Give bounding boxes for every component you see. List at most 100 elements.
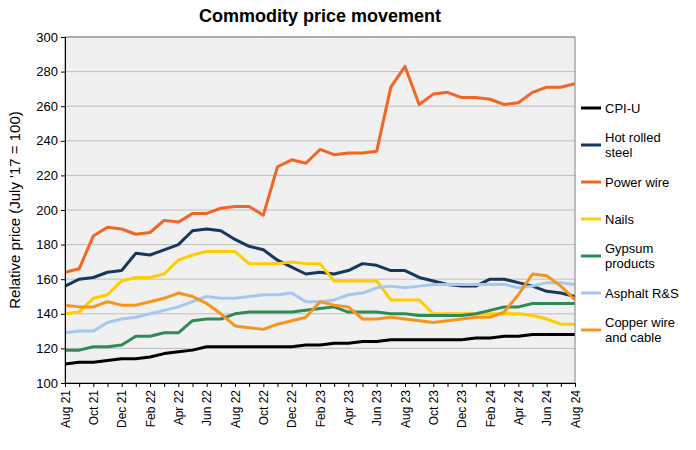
x-tick-mark [448, 383, 449, 387]
chart: 100120140160180200220240260280300Aug 21O… [0, 0, 696, 450]
legend-item: CPI-U [581, 101, 640, 116]
grid [65, 37, 575, 383]
series-line [65, 274, 575, 329]
x-tick-mark [207, 383, 208, 387]
x-tick-mark [561, 383, 562, 387]
legend-item: Gypsumproducts [581, 241, 655, 271]
y-tick: 140 [36, 306, 65, 321]
x-tick-mark [419, 383, 420, 387]
y-axis: 100120140160180200220240260280300 [36, 30, 65, 391]
y-tick: 200 [36, 203, 65, 218]
legend-swatch [581, 181, 601, 184]
x-tick [533, 383, 534, 387]
x-tick-label: Apr 22 [172, 390, 186, 426]
y-tick-mark [61, 37, 65, 38]
x-tick [476, 383, 477, 387]
legend-label: Power wire [605, 175, 669, 190]
x-tick-mark [278, 383, 279, 387]
x-tick [306, 383, 307, 387]
x-tick-mark [122, 383, 123, 387]
y-tick-mark [61, 348, 65, 349]
y-tick-mark [61, 175, 65, 176]
series-line [65, 335, 575, 364]
x-tick-mark [405, 383, 406, 387]
x-tick: Dec 23 [455, 383, 469, 428]
series-line [65, 283, 575, 333]
y-tick-label: 100 [36, 376, 58, 391]
grid-line [65, 175, 575, 176]
x-tick-mark [547, 383, 548, 387]
y-tick-label: 120 [36, 341, 58, 356]
y-tick: 100 [36, 376, 65, 391]
x-tick-mark [391, 383, 392, 387]
x-tick-mark [363, 383, 364, 387]
x-tick-label: Jun 23 [370, 390, 384, 426]
y-tick-label: 160 [36, 272, 58, 287]
grid-line [65, 244, 575, 245]
x-tick-mark [221, 383, 222, 387]
legend-label: Gypsumproducts [605, 241, 655, 271]
y-tick-label: 240 [36, 133, 58, 148]
y-tick: 220 [36, 168, 65, 183]
x-tick-mark [490, 383, 491, 387]
x-tick: Jun 22 [200, 383, 214, 426]
x-tick: Aug 24 [569, 383, 583, 428]
x-tick [391, 383, 392, 387]
x-tick-mark [108, 383, 109, 387]
y-tick: 300 [36, 30, 65, 45]
x-tick-mark [504, 383, 505, 387]
legend-swatch [581, 329, 601, 332]
x-tick-label: Apr 23 [342, 390, 356, 426]
x-tick-label: Jun 22 [200, 390, 214, 426]
legend-item: Copper wireand cable [581, 315, 675, 345]
x-tick [561, 383, 562, 387]
y-tick-mark [61, 279, 65, 280]
legend-label: Nails [605, 212, 634, 227]
x-tick-label: Feb 23 [314, 390, 328, 428]
legend-label: Asphalt R&S [605, 286, 679, 301]
x-tick-label: Apr 24 [512, 390, 526, 426]
legend-swatch [581, 107, 601, 110]
grid-line [65, 71, 575, 72]
y-tick-mark [61, 245, 65, 246]
plot-frame [65, 37, 575, 383]
x-tick-label: Oct 21 [87, 390, 101, 426]
x-tick [249, 383, 250, 387]
x-tick: Feb 23 [314, 383, 328, 427]
x-tick: Aug 22 [229, 383, 243, 428]
x-tick [448, 383, 449, 387]
x-tick: Apr 23 [342, 383, 356, 425]
x-tick-mark [320, 383, 321, 387]
x-tick-mark [178, 383, 179, 387]
legend-swatch [581, 144, 601, 147]
x-tick-mark [249, 383, 250, 387]
y-tick-label: 280 [36, 64, 58, 79]
x-tick-mark [462, 383, 463, 387]
x-tick-mark [306, 383, 307, 387]
x-tick: Apr 24 [512, 383, 526, 425]
grid-line [65, 210, 575, 211]
x-tick-mark [193, 383, 194, 387]
x-tick [108, 383, 109, 387]
x-tick: Dec 21 [115, 383, 129, 428]
x-tick-label: Oct 23 [427, 390, 441, 426]
x-tick-label: Feb 22 [144, 390, 158, 428]
x-tick-mark [433, 383, 434, 387]
x-tick-mark [235, 383, 236, 387]
series-line [65, 66, 575, 272]
y-tick-label: 220 [36, 168, 58, 183]
x-tick-mark [65, 383, 66, 387]
x-tick [334, 383, 335, 387]
x-tick-mark [575, 383, 576, 387]
legend-label: CPI-U [605, 101, 640, 116]
y-tick-mark [61, 314, 65, 315]
x-tick: Apr 22 [172, 383, 186, 425]
x-tick: Feb 24 [484, 383, 498, 427]
x-tick-mark [150, 383, 151, 387]
x-tick [278, 383, 279, 387]
x-tick-label: Oct 22 [257, 390, 271, 426]
x-tick-mark [377, 383, 378, 387]
y-tick-label: 260 [36, 99, 58, 114]
x-tick-mark [476, 383, 477, 387]
x-tick: Jun 23 [370, 383, 384, 426]
